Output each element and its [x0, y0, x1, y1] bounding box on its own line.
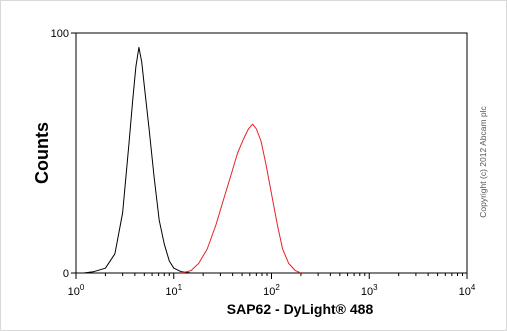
- histogram-series-1: [83, 46, 192, 274]
- y-tick-label: 0: [63, 268, 69, 280]
- y-axis-title: Counts: [32, 122, 52, 184]
- x-tick-label: 103: [361, 283, 378, 298]
- plot-area: [75, 32, 468, 274]
- y-tick-label: 100: [51, 28, 69, 40]
- x-tick-label: 101: [165, 283, 182, 298]
- x-axis-title: SAP62 - DyLight® 488: [227, 301, 374, 317]
- histogram-series-2: [181, 123, 302, 274]
- copyright-text: Copyright (c) 2012 Abcam plc: [478, 106, 488, 218]
- x-tick-label: 102: [263, 283, 280, 298]
- x-tick-label: 100: [68, 283, 85, 298]
- x-tick-label: 104: [459, 283, 476, 298]
